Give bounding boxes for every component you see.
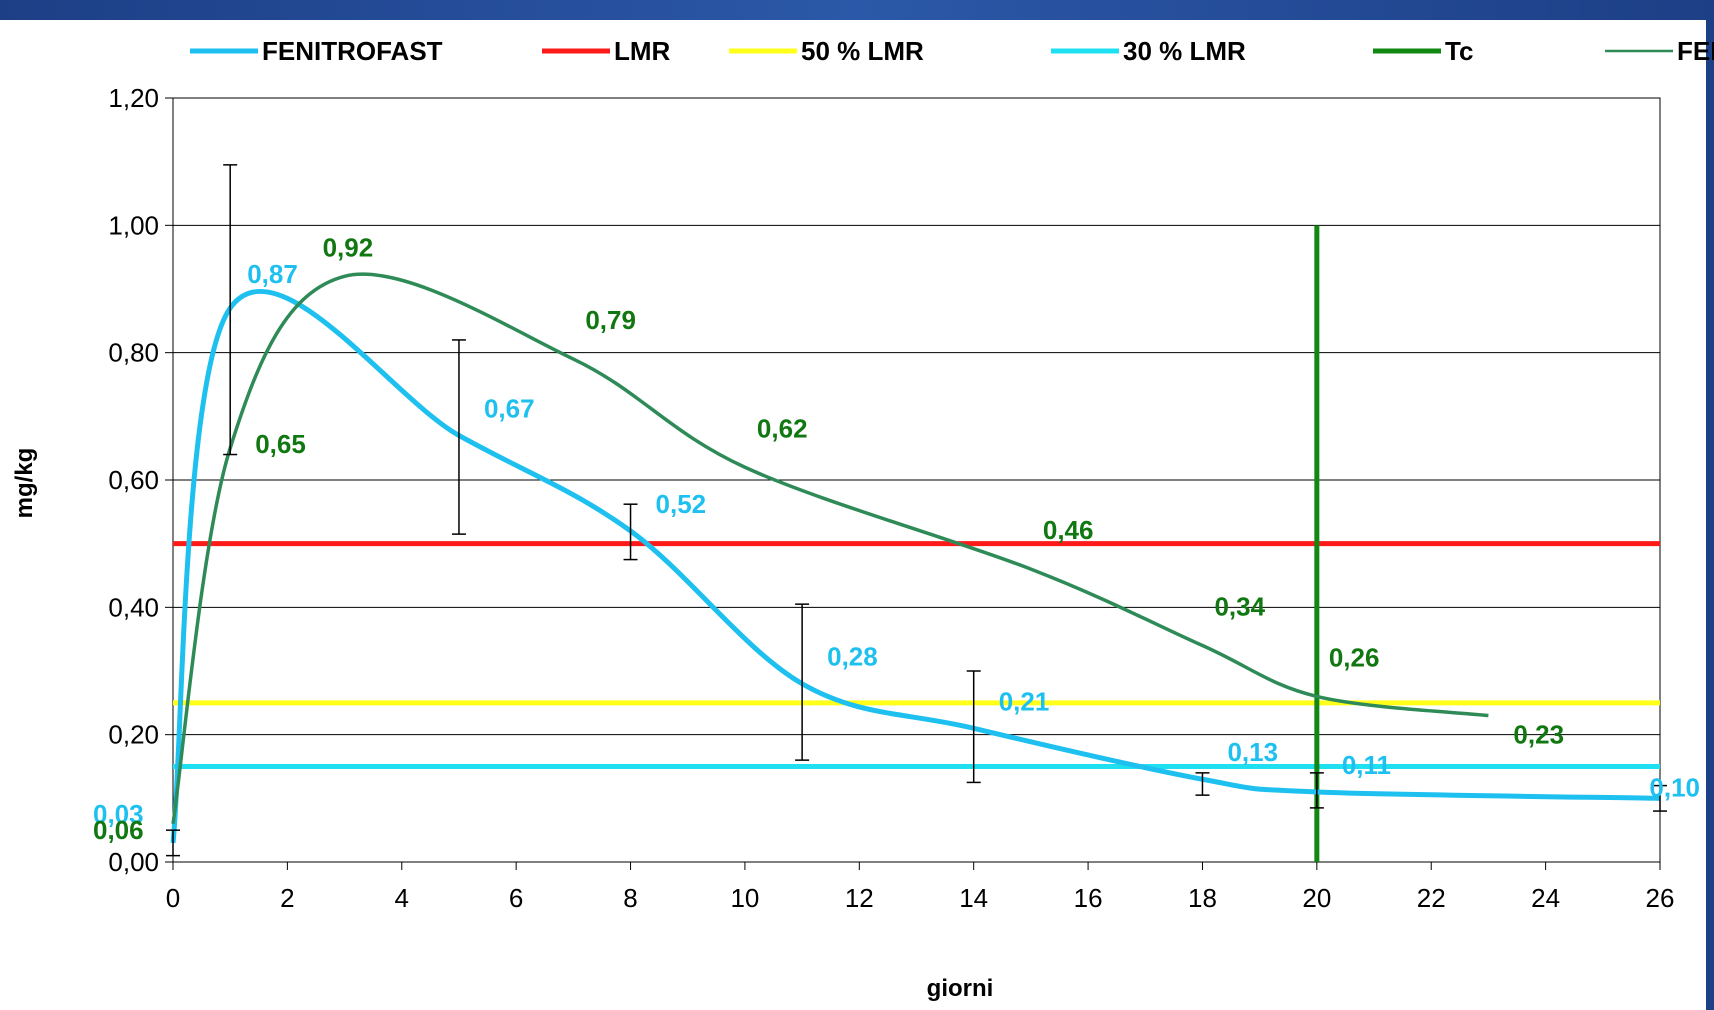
y-tick-label: 0,60	[108, 465, 159, 495]
series-line-fenitrocap	[171, 272, 1489, 825]
y-tick-label: 0,20	[108, 720, 159, 750]
x-tick-label: 8	[623, 883, 637, 913]
data-label-fenitrofast: 0,52	[656, 489, 707, 519]
data-label-fenitrocap: 0,06	[93, 815, 144, 845]
legend-label: FENITROCAP	[1677, 36, 1714, 66]
y-tick-label: 0,80	[108, 338, 159, 368]
x-axis-title: giorni	[927, 975, 994, 1002]
data-label-fenitrocap: 0,23	[1513, 720, 1564, 750]
series-group	[170, 272, 1661, 844]
data-label-fenitrofast: 0,03	[93, 799, 144, 829]
data-labels: 0,03 0,87 0,67 0,52 0,28 0,21 0,13 0,11 0,10 0,06…	[93, 232, 1700, 845]
legend: FENITROFAST LMR 50 % LMR 30 % LMR Tc FENITROC…	[190, 36, 1714, 66]
y-tick-label: 1,20	[108, 83, 159, 113]
y-axis-title: mg/kg	[11, 448, 38, 519]
series-line-fenitrofast	[170, 288, 1661, 844]
x-tick-label: 22	[1417, 883, 1446, 913]
data-label-fenitrocap: 0,62	[757, 413, 808, 443]
data-label-fenitrofast: 0,21	[999, 686, 1050, 716]
data-label-fenitrofast: 0,28	[827, 642, 878, 672]
legend-label: 50 % LMR	[801, 36, 924, 66]
legend-label: Tc	[1445, 36, 1473, 66]
data-label-fenitrofast: 0,87	[247, 259, 298, 289]
top-decorative-band	[0, 0, 1714, 20]
x-tick-label: 2	[280, 883, 294, 913]
x-tick-label: 20	[1302, 883, 1331, 913]
x-tick-label: 16	[1074, 883, 1103, 913]
x-tick-label: 4	[395, 883, 409, 913]
x-tick-label: 0	[166, 883, 180, 913]
legend-label: 30 % LMR	[1123, 36, 1246, 66]
y-tick-label: 0,40	[108, 592, 159, 622]
y-tick-label: 0,00	[108, 847, 159, 877]
data-label-fenitrocap: 0,46	[1043, 515, 1094, 545]
plot-frame	[172, 97, 1661, 863]
gridlines	[173, 97, 1660, 736]
x-tick-label: 6	[509, 883, 523, 913]
data-label-fenitrocap: 0,92	[323, 232, 374, 262]
data-label-fenitrocap: 0,34	[1214, 592, 1265, 622]
x-tick-label: 18	[1188, 883, 1217, 913]
data-label-fenitrocap: 0,65	[255, 429, 306, 459]
legend-label: LMR	[614, 36, 671, 66]
reference-lines	[173, 225, 1660, 862]
right-decorative-band	[1706, 0, 1714, 1010]
tick-labels: 0,000,200,400,600,801,001,200 2 4 6 8 10 12 14 1…	[108, 83, 1674, 913]
x-tick-label: 12	[845, 883, 874, 913]
x-tick-label: 26	[1646, 883, 1675, 913]
x-tick-label: 10	[730, 883, 759, 913]
data-label-fenitrofast: 0,10	[1649, 772, 1700, 802]
x-tick-label: 24	[1531, 883, 1560, 913]
data-label-fenitrofast: 0,13	[1227, 737, 1278, 767]
data-label-fenitrocap: 0,26	[1329, 642, 1380, 672]
data-label-fenitrocap: 0,79	[585, 305, 636, 335]
axes	[165, 97, 1661, 870]
x-tick-label: 14	[959, 883, 988, 913]
legend-label: FENITROFAST	[262, 36, 443, 66]
data-label-fenitrofast: 0,11	[1342, 750, 1391, 780]
error-bars	[166, 164, 1667, 857]
y-tick-label: 1,00	[108, 210, 159, 240]
data-label-fenitrofast: 0,67	[484, 393, 535, 423]
